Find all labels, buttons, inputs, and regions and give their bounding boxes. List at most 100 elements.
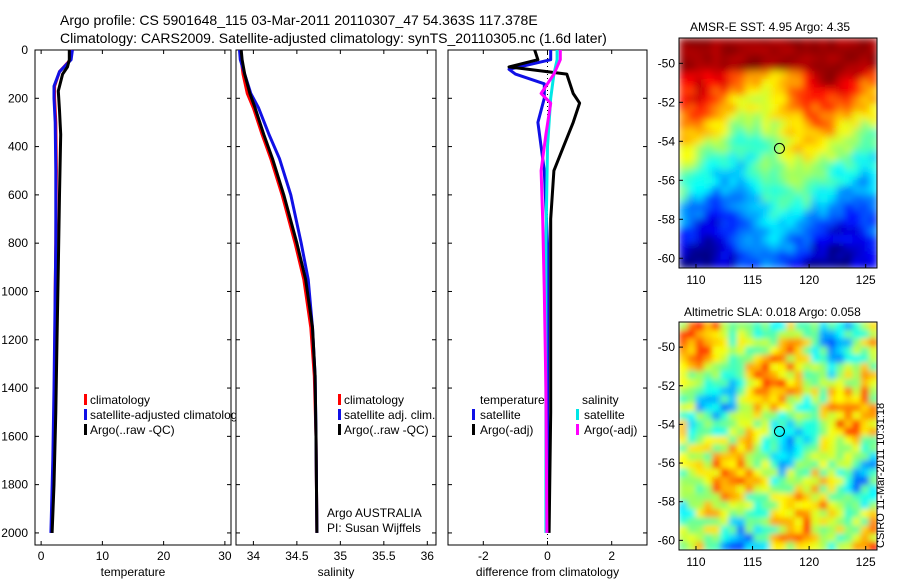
map-cell bbox=[852, 111, 862, 122]
map-cell bbox=[835, 153, 846, 163]
map-cell bbox=[860, 185, 870, 196]
map-cell bbox=[819, 509, 829, 519]
map-cell bbox=[852, 444, 862, 454]
map-cell bbox=[712, 346, 722, 356]
map-cell bbox=[835, 533, 846, 543]
map-cell bbox=[778, 128, 788, 138]
map-cell bbox=[786, 259, 796, 268]
salinity-profile-panel: 34 34.5 35 35.5 36 salinity climatologysatelli… bbox=[235, 49, 437, 579]
x-tick-label: 34 bbox=[247, 549, 261, 563]
map-cell bbox=[811, 235, 821, 245]
map-cell bbox=[868, 235, 877, 245]
map-cell bbox=[786, 38, 796, 48]
map-cell bbox=[868, 54, 877, 64]
map-cell bbox=[761, 419, 771, 429]
legend-swatch bbox=[472, 424, 475, 435]
map-cell bbox=[835, 79, 846, 89]
map-cell bbox=[712, 525, 722, 535]
map-cell bbox=[695, 541, 705, 550]
map-cell bbox=[720, 70, 730, 81]
map-cell bbox=[745, 185, 755, 196]
map-cell bbox=[802, 403, 813, 413]
map-cell bbox=[868, 387, 877, 397]
map-cell bbox=[703, 330, 714, 340]
map-cell bbox=[761, 226, 771, 237]
map-cell bbox=[778, 427, 788, 437]
map-cell bbox=[695, 452, 705, 462]
map-cell bbox=[679, 379, 689, 389]
map-cell bbox=[852, 338, 862, 348]
map-cell bbox=[802, 517, 813, 527]
map-cell bbox=[745, 235, 755, 245]
map-cell bbox=[761, 218, 771, 228]
map-cell bbox=[728, 468, 738, 478]
map-cell bbox=[753, 243, 763, 253]
map-cell bbox=[720, 411, 730, 421]
map-cell bbox=[811, 476, 821, 486]
map-cell bbox=[802, 144, 813, 154]
legend-swatch bbox=[338, 394, 341, 405]
map-cell bbox=[860, 144, 870, 154]
map-cell bbox=[679, 128, 689, 138]
map-cell bbox=[811, 243, 821, 253]
map-cell bbox=[835, 354, 846, 364]
map-cell bbox=[687, 468, 697, 478]
map-cell bbox=[687, 346, 697, 356]
map-cell bbox=[778, 468, 788, 478]
map-y-tick-label: -52 bbox=[658, 379, 676, 393]
map-cell bbox=[786, 338, 796, 348]
map-cell bbox=[802, 87, 813, 97]
map-cell bbox=[819, 128, 829, 138]
map-cell bbox=[736, 493, 747, 503]
map-cell bbox=[728, 436, 738, 446]
map-cell bbox=[720, 185, 730, 196]
map-cell bbox=[819, 153, 829, 163]
map-cell bbox=[852, 120, 862, 130]
map-cell bbox=[827, 370, 837, 380]
map-cell bbox=[794, 62, 804, 72]
map-cell bbox=[703, 403, 714, 413]
map-cell bbox=[786, 444, 796, 454]
map-cell bbox=[687, 210, 697, 220]
map-cell bbox=[868, 79, 877, 89]
map-cell bbox=[819, 161, 829, 171]
map-cell bbox=[769, 136, 780, 146]
map-cell bbox=[745, 476, 755, 486]
map-cell bbox=[687, 322, 697, 332]
map-cell bbox=[811, 419, 821, 429]
map-cell bbox=[827, 161, 837, 171]
map-cell bbox=[852, 62, 862, 72]
map-cell bbox=[703, 103, 714, 113]
series-line-difference-3 bbox=[539, 50, 562, 533]
map-cell bbox=[827, 346, 837, 356]
map-cell bbox=[860, 79, 870, 89]
map-cell bbox=[827, 111, 837, 122]
map-cell bbox=[868, 403, 877, 413]
map-cell bbox=[728, 120, 738, 130]
map-cell bbox=[844, 533, 854, 543]
map-cell bbox=[868, 427, 877, 437]
map-cell bbox=[745, 338, 755, 348]
map-cell bbox=[819, 419, 829, 429]
map-cell bbox=[720, 444, 730, 454]
map-cell bbox=[868, 103, 877, 113]
map-cell bbox=[794, 379, 804, 389]
map-cell bbox=[703, 419, 714, 429]
map-cell bbox=[794, 169, 804, 179]
map-cell bbox=[802, 484, 813, 494]
map-cell bbox=[802, 177, 813, 187]
map-cell bbox=[835, 322, 846, 332]
map-cell bbox=[753, 452, 763, 462]
map-cell bbox=[827, 468, 837, 478]
map-cell bbox=[868, 251, 877, 261]
map-cell bbox=[687, 95, 697, 105]
map-cell bbox=[720, 362, 730, 372]
map-cell bbox=[819, 468, 829, 478]
map-cell bbox=[712, 493, 722, 503]
map-cell bbox=[835, 541, 846, 550]
map-cell bbox=[819, 411, 829, 421]
map-cell bbox=[802, 346, 813, 356]
map-cell bbox=[720, 54, 730, 64]
map-cell bbox=[712, 46, 722, 56]
map-cell bbox=[852, 395, 862, 405]
